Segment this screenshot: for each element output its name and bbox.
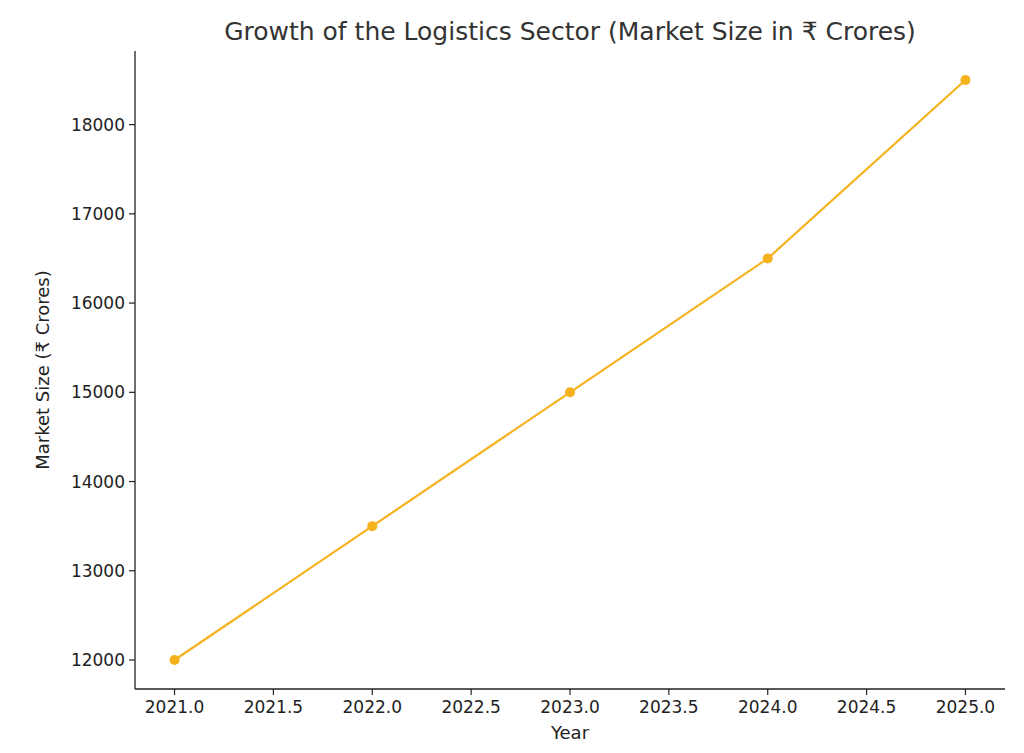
data-point [960,75,970,85]
y-tick-label: 14000 [71,472,125,492]
x-tick-label: 2023.0 [540,697,599,717]
x-tick-label: 2024.0 [738,697,797,717]
y-tick-label: 15000 [71,382,125,402]
y-tick [129,392,135,393]
y-tick [129,213,135,214]
y-tick [129,302,135,303]
y-tick-label: 17000 [71,204,125,224]
x-tick [372,689,373,695]
x-tick-label: 2023.5 [639,697,698,717]
data-line [175,80,966,660]
y-tick-label: 16000 [71,293,125,313]
x-axis-label: Year [550,722,590,743]
x-tick [273,689,274,695]
chart-title: Growth of the Logistics Sector (Market S… [224,17,916,46]
chart-container: Growth of the Logistics Sector (Market S… [0,0,1024,753]
y-tick [129,570,135,571]
x-tick [767,689,768,695]
x-tick-label: 2022.5 [441,697,500,717]
x-tick [569,689,570,695]
y-tick-label: 13000 [71,561,125,581]
x-tick-label: 2025.0 [936,697,995,717]
chart-svg: Growth of the Logistics Sector (Market S… [0,0,1024,753]
x-tick-label: 2024.5 [837,697,896,717]
y-tick-label: 18000 [71,115,125,135]
x-tick [471,689,472,695]
plot-area [170,75,971,665]
x-tick [965,689,966,695]
y-axis-label: Market Size (₹ Crores) [32,270,53,470]
x-tick-label: 2022.0 [343,697,402,717]
x-tick [668,689,669,695]
y-tick [129,481,135,482]
x-tick [174,689,175,695]
data-point [367,521,377,531]
y-tick-label: 12000 [71,650,125,670]
x-tick-label: 2021.5 [244,697,303,717]
y-tick [129,659,135,660]
data-point [763,253,773,263]
x-tick-label: 2021.0 [145,697,204,717]
x-tick [866,689,867,695]
y-tick [129,124,135,125]
y-axis-line [134,51,135,689]
data-point [565,387,575,397]
data-point [170,655,180,665]
